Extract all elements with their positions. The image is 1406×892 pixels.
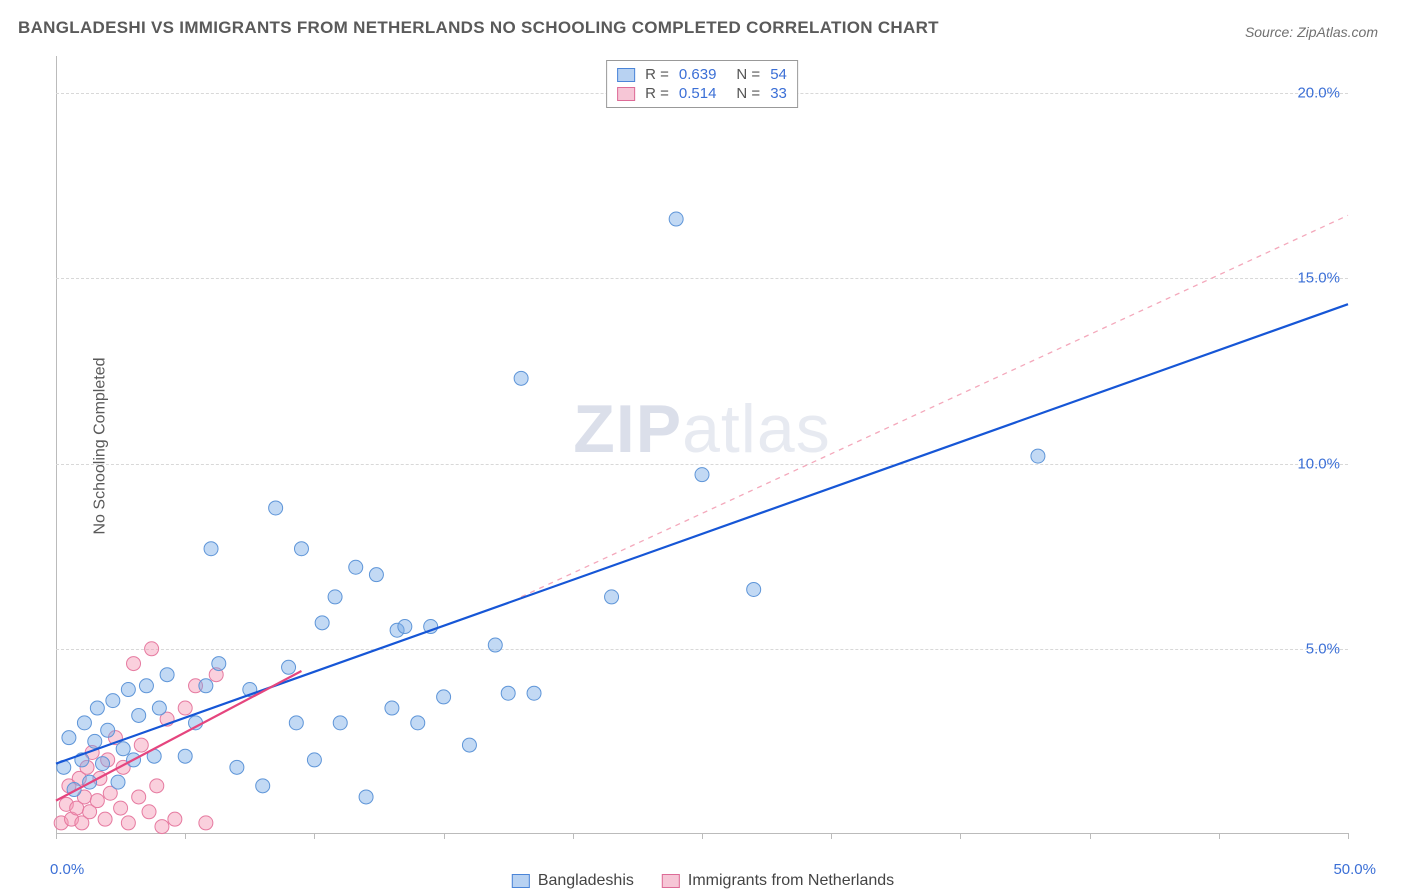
data-point (328, 590, 342, 604)
x-tick (702, 833, 703, 839)
legend-r-label: R = (645, 66, 669, 83)
data-point (88, 734, 102, 748)
data-point (77, 716, 91, 730)
data-point (669, 212, 683, 226)
trend-line (56, 304, 1348, 763)
data-point (437, 690, 451, 704)
data-point (155, 820, 169, 834)
data-point (142, 805, 156, 819)
x-tick (1219, 833, 1220, 839)
legend-swatch-series2 (662, 874, 680, 888)
data-point (269, 501, 283, 515)
data-point (160, 668, 174, 682)
data-point (168, 812, 182, 826)
data-point (204, 542, 218, 556)
data-point (150, 779, 164, 793)
data-point (289, 716, 303, 730)
plot-area: ZIPatlas 5.0%10.0%15.0%20.0% R = 0.639 N… (56, 56, 1348, 834)
scatter-svg (56, 56, 1348, 833)
data-point (333, 716, 347, 730)
data-point (369, 568, 383, 582)
series-legend: Bangladeshis Immigrants from Netherlands (512, 872, 894, 890)
correlation-legend: R = 0.639 N = 54 R = 0.514 N = 33 (606, 60, 798, 108)
chart-title: BANGLADESHI VS IMMIGRANTS FROM NETHERLAN… (18, 18, 939, 38)
source-attribution: Source: ZipAtlas.com (1245, 24, 1378, 40)
x-axis-origin-label: 0.0% (50, 861, 84, 878)
x-tick (444, 833, 445, 839)
legend-label-series2: Immigrants from Netherlands (688, 872, 894, 890)
data-point (315, 616, 329, 630)
data-point (747, 582, 761, 596)
data-point (127, 657, 141, 671)
x-tick (1348, 833, 1349, 839)
x-tick (573, 833, 574, 839)
data-point (114, 801, 128, 815)
x-tick (831, 833, 832, 839)
data-point (501, 686, 515, 700)
legend-item-series2: Immigrants from Netherlands (662, 872, 894, 890)
data-point (116, 742, 130, 756)
data-point (98, 812, 112, 826)
data-point (121, 683, 135, 697)
legend-n-label: N = (736, 66, 760, 83)
data-point (462, 738, 476, 752)
data-point (1031, 449, 1045, 463)
legend-label-series1: Bangladeshis (538, 872, 634, 890)
legend-row-series2: R = 0.514 N = 33 (617, 84, 787, 103)
data-point (101, 723, 115, 737)
data-point (145, 642, 159, 656)
x-tick (1090, 833, 1091, 839)
legend-r-value-series2: 0.514 (679, 85, 717, 102)
trend-line (521, 215, 1348, 597)
data-point (411, 716, 425, 730)
data-point (282, 660, 296, 674)
data-point (121, 816, 135, 830)
data-point (62, 731, 76, 745)
legend-swatch-series1 (617, 68, 635, 82)
data-point (349, 560, 363, 574)
x-tick (314, 833, 315, 839)
data-point (139, 679, 153, 693)
legend-row-series1: R = 0.639 N = 54 (617, 65, 787, 84)
data-point (106, 694, 120, 708)
data-point (199, 679, 213, 693)
data-point (178, 749, 192, 763)
data-point (152, 701, 166, 715)
data-point (359, 790, 373, 804)
data-point (605, 590, 619, 604)
data-point (514, 371, 528, 385)
data-point (695, 468, 709, 482)
data-point (385, 701, 399, 715)
data-point (199, 816, 213, 830)
data-point (134, 738, 148, 752)
x-tick (56, 833, 57, 839)
data-point (111, 775, 125, 789)
legend-n-value-series1: 54 (770, 66, 787, 83)
legend-n-value-series2: 33 (770, 85, 787, 102)
x-tick (185, 833, 186, 839)
data-point (178, 701, 192, 715)
data-point (212, 657, 226, 671)
data-point (527, 686, 541, 700)
legend-r-value-series1: 0.639 (679, 66, 717, 83)
data-point (132, 708, 146, 722)
legend-r-label: R = (645, 85, 669, 102)
data-point (96, 757, 110, 771)
data-point (307, 753, 321, 767)
data-point (256, 779, 270, 793)
data-point (132, 790, 146, 804)
legend-n-label: N = (736, 85, 760, 102)
data-point (90, 701, 104, 715)
data-point (398, 620, 412, 634)
x-tick (960, 833, 961, 839)
x-axis-end-label: 50.0% (1333, 861, 1376, 878)
legend-swatch-series1 (512, 874, 530, 888)
data-point (488, 638, 502, 652)
data-point (294, 542, 308, 556)
legend-item-series1: Bangladeshis (512, 872, 634, 890)
legend-swatch-series2 (617, 87, 635, 101)
data-point (90, 794, 104, 808)
data-point (230, 760, 244, 774)
